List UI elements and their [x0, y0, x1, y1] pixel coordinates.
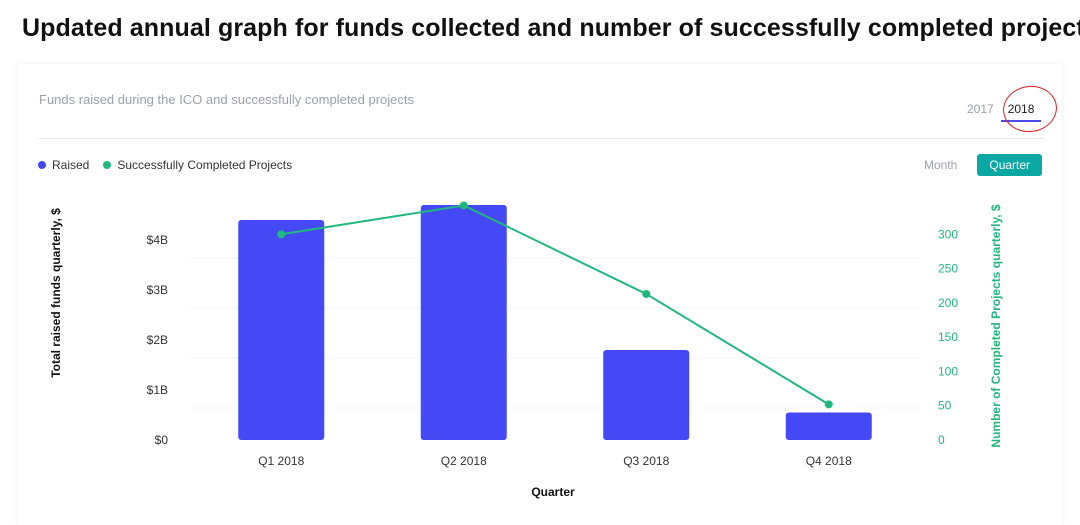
y2-tick-label-1: 50 [938, 399, 952, 413]
y2-tick-label-6: 300 [938, 227, 958, 241]
month-button[interactable]: Month [912, 154, 969, 176]
tab-2017[interactable]: 2017 [967, 102, 994, 116]
page-title: Updated annual graph for funds collected… [22, 14, 1080, 42]
x-tick-label-2: Q3 2018 [623, 454, 669, 468]
legend-dot-raised [38, 161, 46, 169]
chart-card [18, 64, 1062, 525]
legend-label-raised: Raised [52, 158, 90, 172]
y-tick-label-0: $0 [155, 433, 169, 447]
chart-legend: Raised Successfully Completed Projects [38, 158, 292, 172]
x-tick-label-1: Q2 2018 [441, 454, 487, 468]
bar-0 [238, 220, 325, 440]
y-tick-label-3: $3B [147, 283, 168, 297]
y2-axis-title: Number of Completed Projects quarterly, … [989, 204, 1003, 447]
y-axis-title: Total raised funds quarterly, $ [49, 208, 63, 378]
bar-2 [603, 350, 690, 440]
projects-point-2 [642, 289, 651, 298]
bar-3 [785, 412, 872, 440]
y2-tick-label-3: 150 [938, 330, 958, 344]
projects-point-1 [459, 201, 468, 210]
legend-item-raised[interactable]: Raised [38, 158, 89, 172]
legend-dot-projects [103, 161, 112, 169]
x-axis-title: Quarter [531, 485, 575, 499]
divider [38, 138, 1044, 139]
y2-tick-label-2: 100 [938, 364, 958, 378]
tab-2018[interactable]: 2018 [1000, 102, 1042, 122]
projects-point-3 [824, 400, 833, 409]
x-tick-label-0: Q1 2018 [258, 454, 304, 468]
y2-tick-label-0: 0 [938, 433, 945, 447]
y2-tick-label-4: 200 [938, 296, 958, 310]
legend-item-projects[interactable]: Successfully Completed Projects [103, 158, 292, 172]
bar-1 [420, 205, 507, 440]
period-toggle: Month Quarter [912, 154, 1043, 176]
x-tick-label-3: Q4 2018 [806, 454, 852, 468]
projects-point-0 [277, 230, 286, 239]
chart-subtitle: Funds raised during the ICO and successf… [39, 92, 415, 107]
y2-tick-label-5: 250 [938, 262, 958, 276]
quarter-button[interactable]: Quarter [977, 154, 1043, 176]
year-tabs: 2017 2018 [960, 102, 1042, 122]
y-tick-label-1: $1B [147, 383, 168, 397]
projects-line [281, 204, 830, 406]
y-tick-label-2: $2B [147, 333, 168, 347]
y-tick-label-4: $4B [147, 233, 168, 247]
legend-label-projects: Successfully Completed Projects [117, 158, 293, 172]
